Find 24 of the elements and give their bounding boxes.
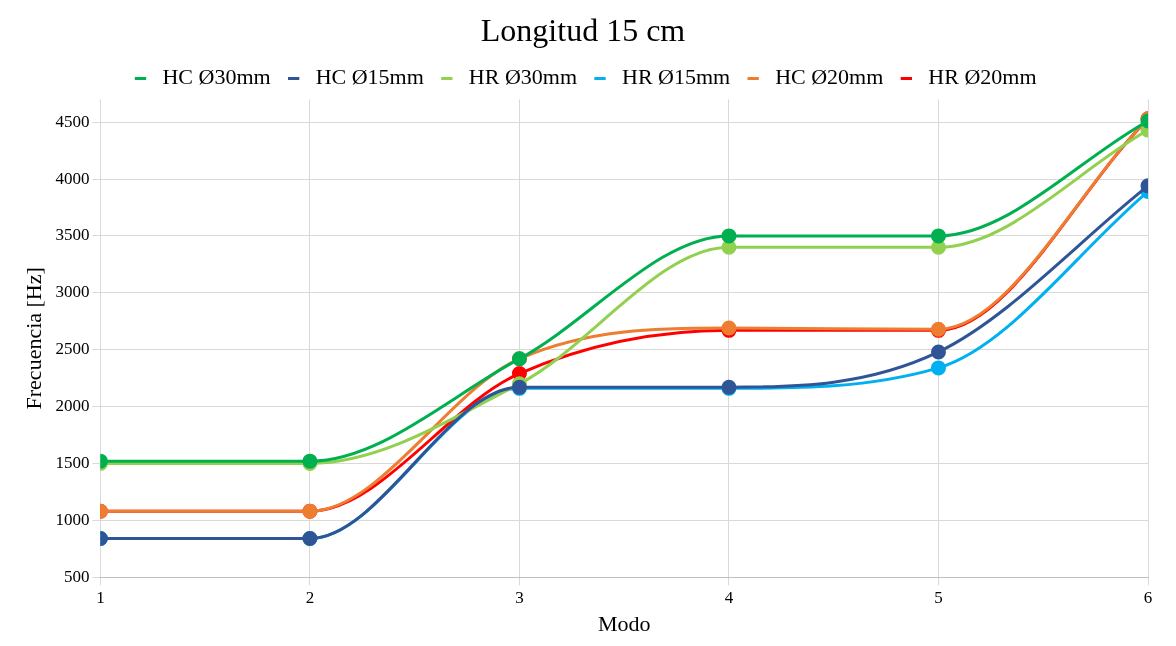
chart-title: Longitud 15 cm (480, 11, 686, 48)
legend-label: HR Ø15mm (622, 64, 731, 90)
x-tick-label: 4 (724, 587, 734, 607)
y-tick-label: 3000 (55, 282, 90, 302)
legend-label: HR Ø20mm (928, 64, 1037, 90)
x-tick-label: 6 (1143, 587, 1153, 607)
x-tick-label: 1 (96, 587, 105, 607)
y-tick-label: 1500 (55, 452, 90, 472)
x-tick-label: 5 (934, 587, 943, 607)
x-tick-label: 2 (305, 587, 315, 607)
y-tick-label: 1000 (55, 509, 90, 529)
y-tick-label: 2500 (55, 339, 90, 359)
x-tick-label: 3 (515, 587, 524, 607)
y-tick-label: 4500 (55, 111, 90, 131)
y-tick-label: 2000 (55, 396, 90, 416)
y-axis-title: Frecuencia [Hz] (20, 267, 46, 410)
legend-label: HC Ø30mm (162, 64, 271, 90)
legend-label: HR Ø30mm (468, 64, 578, 90)
legend-label: HC Ø15mm (315, 64, 424, 90)
x-axis-title: Modo (597, 610, 651, 636)
legend-label: HC Ø20mm (775, 64, 884, 90)
y-tick-label: 3500 (55, 225, 90, 245)
y-tick-label: 500 (63, 566, 90, 586)
y-tick-label: 4000 (55, 168, 90, 188)
